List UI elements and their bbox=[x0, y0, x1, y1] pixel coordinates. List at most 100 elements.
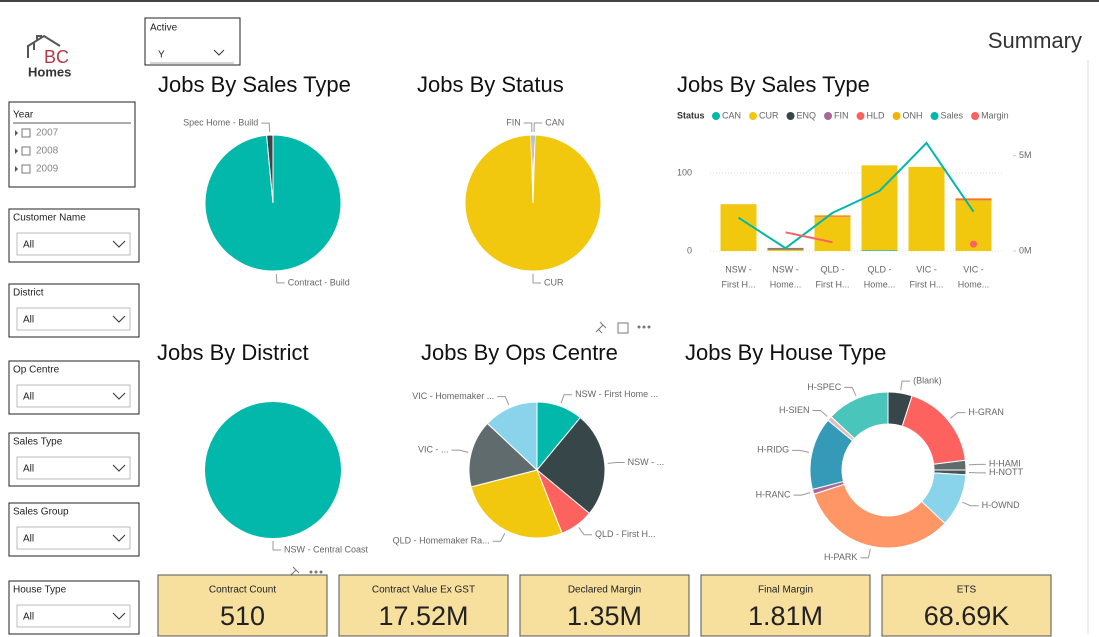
slice-label: CUR bbox=[544, 277, 564, 287]
year-slicer[interactable]: Year bbox=[8, 101, 136, 188]
leader-line bbox=[968, 463, 986, 466]
pie-slice bbox=[464, 134, 602, 272]
slice-label: (Blank) bbox=[913, 375, 942, 385]
visual-toolbar[interactable] bbox=[288, 321, 651, 579]
leader-line bbox=[523, 122, 533, 133]
legend-marker bbox=[930, 112, 939, 120]
leader-line bbox=[844, 386, 857, 396]
dropdown-slicer[interactable]: District All bbox=[8, 283, 140, 338]
slicer-label: Active bbox=[150, 23, 178, 34]
slicer-box bbox=[144, 17, 241, 66]
legend-entry: ONH bbox=[903, 110, 923, 120]
x-tick-label: Home... bbox=[958, 279, 990, 289]
more-icon[interactable] bbox=[319, 570, 323, 574]
pin-icon[interactable] bbox=[595, 321, 607, 334]
dropdown-slicer[interactable]: Op Centre All bbox=[8, 360, 140, 415]
legend-marker bbox=[892, 112, 901, 120]
slicer-item: 2008 bbox=[36, 146, 59, 157]
slice-label: FIN bbox=[506, 117, 521, 127]
slicer-value: All bbox=[23, 464, 34, 475]
slice-label: NSW - ... bbox=[628, 457, 665, 467]
leader-line bbox=[451, 449, 469, 453]
slicer-label: House Type bbox=[13, 585, 67, 596]
leader-line bbox=[950, 412, 966, 419]
line-point bbox=[970, 240, 977, 248]
slice-label: H-RANC bbox=[756, 489, 791, 499]
slice-label: NSW - Central Coast bbox=[284, 544, 369, 554]
dropdown-slicer[interactable]: Sales Type All bbox=[8, 432, 140, 487]
card-value: 510 bbox=[220, 601, 265, 631]
leader-line bbox=[492, 533, 506, 542]
line-series bbox=[737, 141, 975, 250]
slicer-value: All bbox=[23, 534, 34, 545]
checkbox bbox=[21, 128, 31, 138]
bar-segment bbox=[955, 198, 992, 199]
leader-line bbox=[560, 394, 573, 404]
slice-label: CAN bbox=[545, 117, 564, 127]
slice-label: VIC - ... bbox=[418, 444, 449, 454]
y-tick-label: 100 bbox=[677, 168, 692, 178]
leader-line bbox=[607, 461, 625, 464]
x-tick-label: NSW - bbox=[772, 264, 799, 274]
legend-marker bbox=[971, 112, 980, 120]
slice-label: H-SIEN bbox=[779, 405, 810, 415]
slicer-value: Y bbox=[158, 50, 165, 61]
active-slicer[interactable]: Active Y bbox=[144, 17, 241, 66]
card bbox=[519, 574, 690, 637]
legend-marker bbox=[712, 112, 720, 120]
leader-line bbox=[962, 501, 979, 507]
more-icon[interactable] bbox=[637, 325, 641, 329]
chart-title: Jobs By Status bbox=[417, 72, 564, 97]
leader-line bbox=[860, 548, 871, 559]
chevron bbox=[112, 315, 126, 323]
focus-icon[interactable] bbox=[617, 322, 629, 334]
slice-label: QLD - Homemaker Ra... bbox=[393, 536, 490, 546]
pie-slice bbox=[486, 401, 538, 472]
logo-house bbox=[27, 34, 61, 58]
chevron bbox=[112, 612, 126, 620]
expand-arrow bbox=[15, 166, 18, 172]
slice-label: H-OWND bbox=[982, 500, 1020, 510]
dropdown bbox=[16, 456, 131, 480]
slicer-value: All bbox=[23, 240, 34, 251]
card bbox=[881, 574, 1052, 637]
slice-label: H-GRAN bbox=[968, 407, 1004, 417]
x-tick-label: QLD - bbox=[867, 264, 891, 274]
slice-label: Spec Home - Build bbox=[183, 117, 258, 127]
leader-line bbox=[532, 274, 541, 284]
x-tick-label: QLD - bbox=[820, 264, 844, 274]
x-tick-label: VIC - bbox=[963, 264, 984, 274]
y2-tick-label: 0M bbox=[1019, 245, 1032, 255]
legend-entry: HLD bbox=[867, 110, 886, 120]
logo: BC Homes bbox=[27, 34, 71, 79]
card-title: Final Margin bbox=[758, 585, 813, 596]
dropdown bbox=[16, 307, 131, 331]
chart-title: Jobs By Sales Type bbox=[158, 72, 351, 97]
chart-title: Jobs By Ops Centre bbox=[421, 340, 618, 365]
chevron bbox=[112, 534, 126, 542]
legend-marker bbox=[856, 112, 865, 120]
more-icon[interactable] bbox=[309, 570, 313, 574]
dropdown-slicer[interactable]: House Type All bbox=[8, 580, 140, 635]
chart-title: Jobs By House Type bbox=[685, 340, 886, 365]
slice-label: H-SPEC bbox=[807, 382, 842, 392]
y-tick-label: 0 bbox=[687, 245, 692, 255]
more-icon[interactable] bbox=[647, 325, 651, 329]
bar-segment bbox=[908, 166, 945, 251]
more-icon[interactable] bbox=[642, 325, 646, 329]
leader-line bbox=[578, 527, 593, 536]
card-value: 1.35M bbox=[567, 601, 642, 631]
slicer-label: Sales Group bbox=[13, 507, 69, 518]
slicer-label: District bbox=[13, 288, 44, 299]
dropdown-slicer[interactable]: Sales Group All bbox=[8, 502, 140, 557]
page-title: Summary bbox=[988, 28, 1082, 53]
more-icon[interactable] bbox=[314, 570, 318, 574]
dropdown-slicer[interactable]: Customer Name All bbox=[8, 208, 140, 263]
slice-label: QLD - First H... bbox=[595, 529, 656, 539]
slice-label: NSW - First Home ... bbox=[575, 389, 658, 399]
donut-slice bbox=[830, 391, 889, 440]
chevron bbox=[112, 464, 126, 472]
x-tick-label: First H... bbox=[722, 279, 756, 289]
card bbox=[157, 574, 328, 637]
bar-segment bbox=[720, 204, 757, 206]
